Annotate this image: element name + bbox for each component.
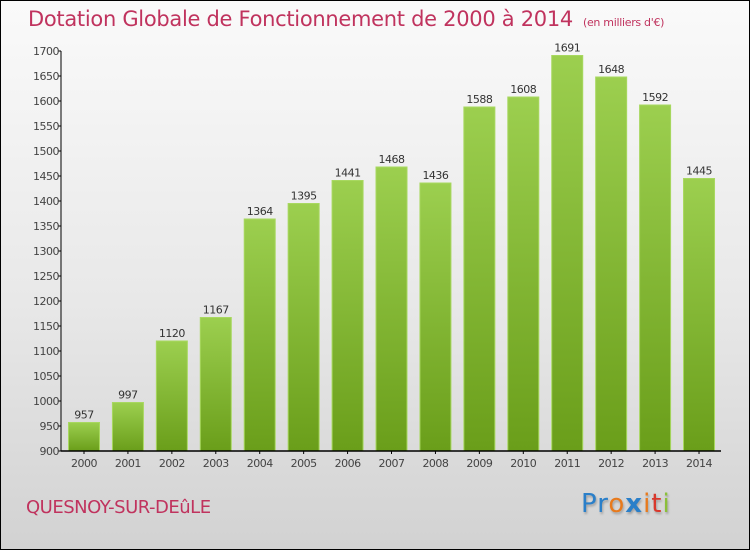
value-label-2002: 1120 bbox=[159, 327, 185, 340]
value-label-2004: 1364 bbox=[247, 205, 273, 218]
x-tick-label-2003: 2003 bbox=[203, 457, 229, 470]
value-label-2010: 1608 bbox=[510, 83, 536, 96]
y-tick-label: 1350 bbox=[33, 220, 59, 233]
x-tick-label-2007: 2007 bbox=[379, 457, 405, 470]
title-text: Dotation Globale de Fonctionnement de 20… bbox=[28, 7, 573, 31]
y-axis: 900 950 1000 1050 1100 1150 1200 1250 1300 1350 14… bbox=[33, 45, 62, 458]
logo-letter: i bbox=[643, 489, 652, 519]
title-unit: (en milliers d'€) bbox=[582, 16, 665, 29]
value-label-2000: 957 bbox=[74, 409, 94, 422]
y-tick-label: 900 bbox=[40, 445, 60, 458]
value-label-2011: 1691 bbox=[554, 42, 580, 55]
y-tick-label: 1200 bbox=[33, 295, 59, 308]
proxiti-logo[interactable]: Proxiti bbox=[581, 489, 671, 519]
y-tick-label: 1100 bbox=[33, 345, 59, 358]
bar-2008 bbox=[419, 182, 452, 452]
y-tick-label: 1650 bbox=[33, 70, 59, 83]
bar-chart: 957 997 1120 1167 1364 1395 1441 1468 1436 1588 16… bbox=[33, 42, 721, 470]
chart-title: Dotation Globale de Fonctionnement de 20… bbox=[28, 7, 664, 31]
bar-2006 bbox=[331, 180, 364, 452]
bar-2012 bbox=[595, 76, 628, 452]
bar-2001 bbox=[111, 402, 144, 452]
y-tick-label: 1550 bbox=[33, 120, 59, 133]
logo-letter: x bbox=[625, 489, 644, 519]
y-tick-label: 1600 bbox=[33, 95, 59, 108]
bar-2011 bbox=[551, 55, 584, 452]
value-label-2001: 997 bbox=[118, 389, 138, 402]
x-axis: 2000 2001 2002 2003 2004 2005 2006 2007 2008 2009… bbox=[61, 450, 721, 470]
value-label-2005: 1395 bbox=[291, 190, 317, 203]
bar-2000 bbox=[68, 422, 100, 452]
y-tick-label: 1050 bbox=[33, 370, 59, 383]
y-tick-label: 1450 bbox=[33, 170, 59, 183]
bars-group: 957 997 1120 1167 1364 1395 1441 1468 1436 1588 16… bbox=[68, 42, 716, 452]
bar-2005 bbox=[287, 203, 320, 452]
value-label-2012: 1648 bbox=[598, 63, 624, 76]
value-label-2006: 1441 bbox=[335, 167, 361, 180]
bar-2014 bbox=[683, 178, 716, 452]
x-tick-label-2014: 2014 bbox=[686, 457, 712, 470]
y-tick-label: 1500 bbox=[33, 145, 59, 158]
x-tick-label-2004: 2004 bbox=[247, 457, 273, 470]
x-tick-label-2006: 2006 bbox=[335, 457, 361, 470]
x-tick-label-2005: 2005 bbox=[291, 457, 317, 470]
y-tick-label: 1300 bbox=[33, 245, 59, 258]
bar-2003 bbox=[199, 317, 232, 452]
bar-2004 bbox=[243, 218, 276, 452]
x-tick-label-2002: 2002 bbox=[159, 457, 185, 470]
value-label-2008: 1436 bbox=[422, 169, 448, 182]
logo-letter: i bbox=[662, 489, 671, 519]
y-tick-label: 1250 bbox=[33, 270, 59, 283]
x-tick-label-2011: 2011 bbox=[554, 457, 580, 470]
logo-letter: t bbox=[651, 489, 663, 519]
x-tick-label-2000: 2000 bbox=[71, 457, 97, 470]
value-label-2013: 1592 bbox=[642, 91, 668, 104]
value-label-2007: 1468 bbox=[379, 153, 405, 166]
bar-2009 bbox=[463, 106, 496, 452]
bar-2007 bbox=[375, 166, 408, 452]
x-tick-label-2008: 2008 bbox=[422, 457, 448, 470]
value-label-2003: 1167 bbox=[203, 304, 229, 317]
bar-2013 bbox=[639, 104, 672, 452]
commune-name: QUESNOY-SUR-DEûLE bbox=[26, 497, 211, 518]
logo-letter: P bbox=[581, 489, 598, 519]
y-tick-label: 1150 bbox=[33, 320, 59, 333]
value-label-2014: 1445 bbox=[686, 165, 712, 178]
logo-letter: o bbox=[608, 489, 626, 519]
y-tick-label: 1700 bbox=[33, 45, 59, 58]
x-tick-label-2001: 2001 bbox=[115, 457, 141, 470]
y-tick-label: 950 bbox=[40, 420, 60, 433]
x-tick-label-2013: 2013 bbox=[642, 457, 668, 470]
x-tick-label-2012: 2012 bbox=[598, 457, 624, 470]
value-label-2009: 1588 bbox=[466, 93, 492, 106]
x-tick-label-2010: 2010 bbox=[510, 457, 536, 470]
bar-2010 bbox=[507, 96, 540, 452]
logo-letter: r bbox=[597, 489, 609, 519]
y-tick-label: 1000 bbox=[33, 395, 59, 408]
bar-2002 bbox=[155, 340, 188, 452]
x-tick-label-2009: 2009 bbox=[466, 457, 492, 470]
y-tick-label: 1400 bbox=[33, 195, 59, 208]
